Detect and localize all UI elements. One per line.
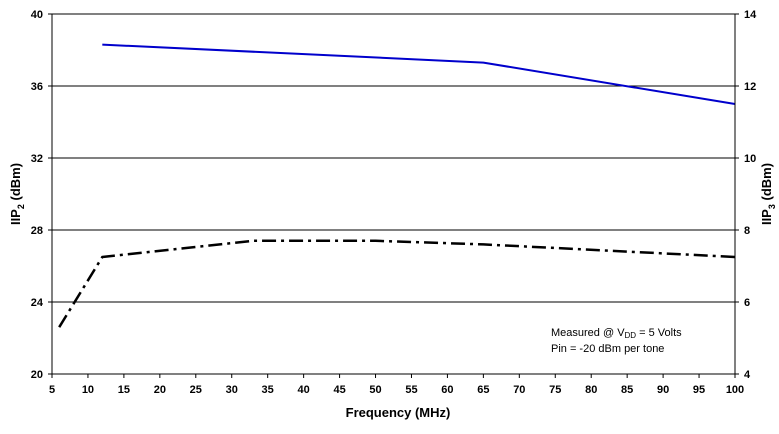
x-tick-label: 25 xyxy=(190,384,202,396)
y-left-tick-label: 20 xyxy=(31,369,43,381)
x-tick-label: 45 xyxy=(333,384,345,396)
y-left-tick-label: 40 xyxy=(31,9,43,21)
plot-area-frame xyxy=(51,13,736,375)
x-tick-label: 100 xyxy=(726,384,744,396)
x-tick-label: 40 xyxy=(298,384,310,396)
x-tick-label: 80 xyxy=(585,384,597,396)
x-tick-label: 15 xyxy=(118,384,130,396)
x-tick-label: 30 xyxy=(226,384,238,396)
series-layer xyxy=(58,43,736,328)
y-right-tick-label: 10 xyxy=(744,153,756,165)
y-left-tick-label: 36 xyxy=(31,81,43,93)
x-tick-label: 20 xyxy=(154,384,166,396)
x-tick-label: 85 xyxy=(621,384,633,396)
x-tick-label: 60 xyxy=(441,384,453,396)
y-right-tick-label: 12 xyxy=(744,81,756,93)
y-right-tick-label: 14 xyxy=(744,9,757,21)
x-tick-label: 95 xyxy=(693,384,705,396)
annotation-line-1: Measured @ VDD = 5 Volts xyxy=(551,327,682,340)
x-tick-label: 75 xyxy=(549,384,561,396)
y-left-tick-label: 32 xyxy=(31,153,43,165)
y-right-tick-label: 8 xyxy=(744,225,750,237)
x-tick-label: 70 xyxy=(513,384,525,396)
x-axis-title: Frequency (MHz) xyxy=(346,405,451,420)
y-right-tick-label: 6 xyxy=(744,297,750,309)
series-iip2-line xyxy=(102,43,736,105)
x-tick-label: 65 xyxy=(477,384,489,396)
x-tick-label: 50 xyxy=(369,384,381,396)
y-left-tick-label: 28 xyxy=(31,225,43,237)
y-left-tick-label: 24 xyxy=(31,297,44,309)
annotation-box: Measured @ VDD = 5 Volts Pin = -20 dBm p… xyxy=(551,327,682,355)
y-axis-right-title: IIP3 (dBm) xyxy=(759,163,777,225)
grid-layer xyxy=(52,13,735,375)
x-tick-label: 35 xyxy=(262,384,274,396)
y-axis-left-title: IIP2 (dBm) xyxy=(8,163,26,225)
x-tick-label: 55 xyxy=(405,384,417,396)
x-tick-label: 90 xyxy=(657,384,669,396)
tick-layer: 20 24 28 32 36 40 4 6 8 10 12 14 5 10 15 20 25 30 35 40 45 50… xyxy=(31,9,757,396)
series-iip3-line xyxy=(58,239,736,328)
x-tick-label: 10 xyxy=(82,384,94,396)
y-right-tick-label: 4 xyxy=(744,369,751,381)
annotation-line-2: Pin = -20 dBm per tone xyxy=(551,343,664,355)
x-tick-label: 5 xyxy=(49,384,55,396)
